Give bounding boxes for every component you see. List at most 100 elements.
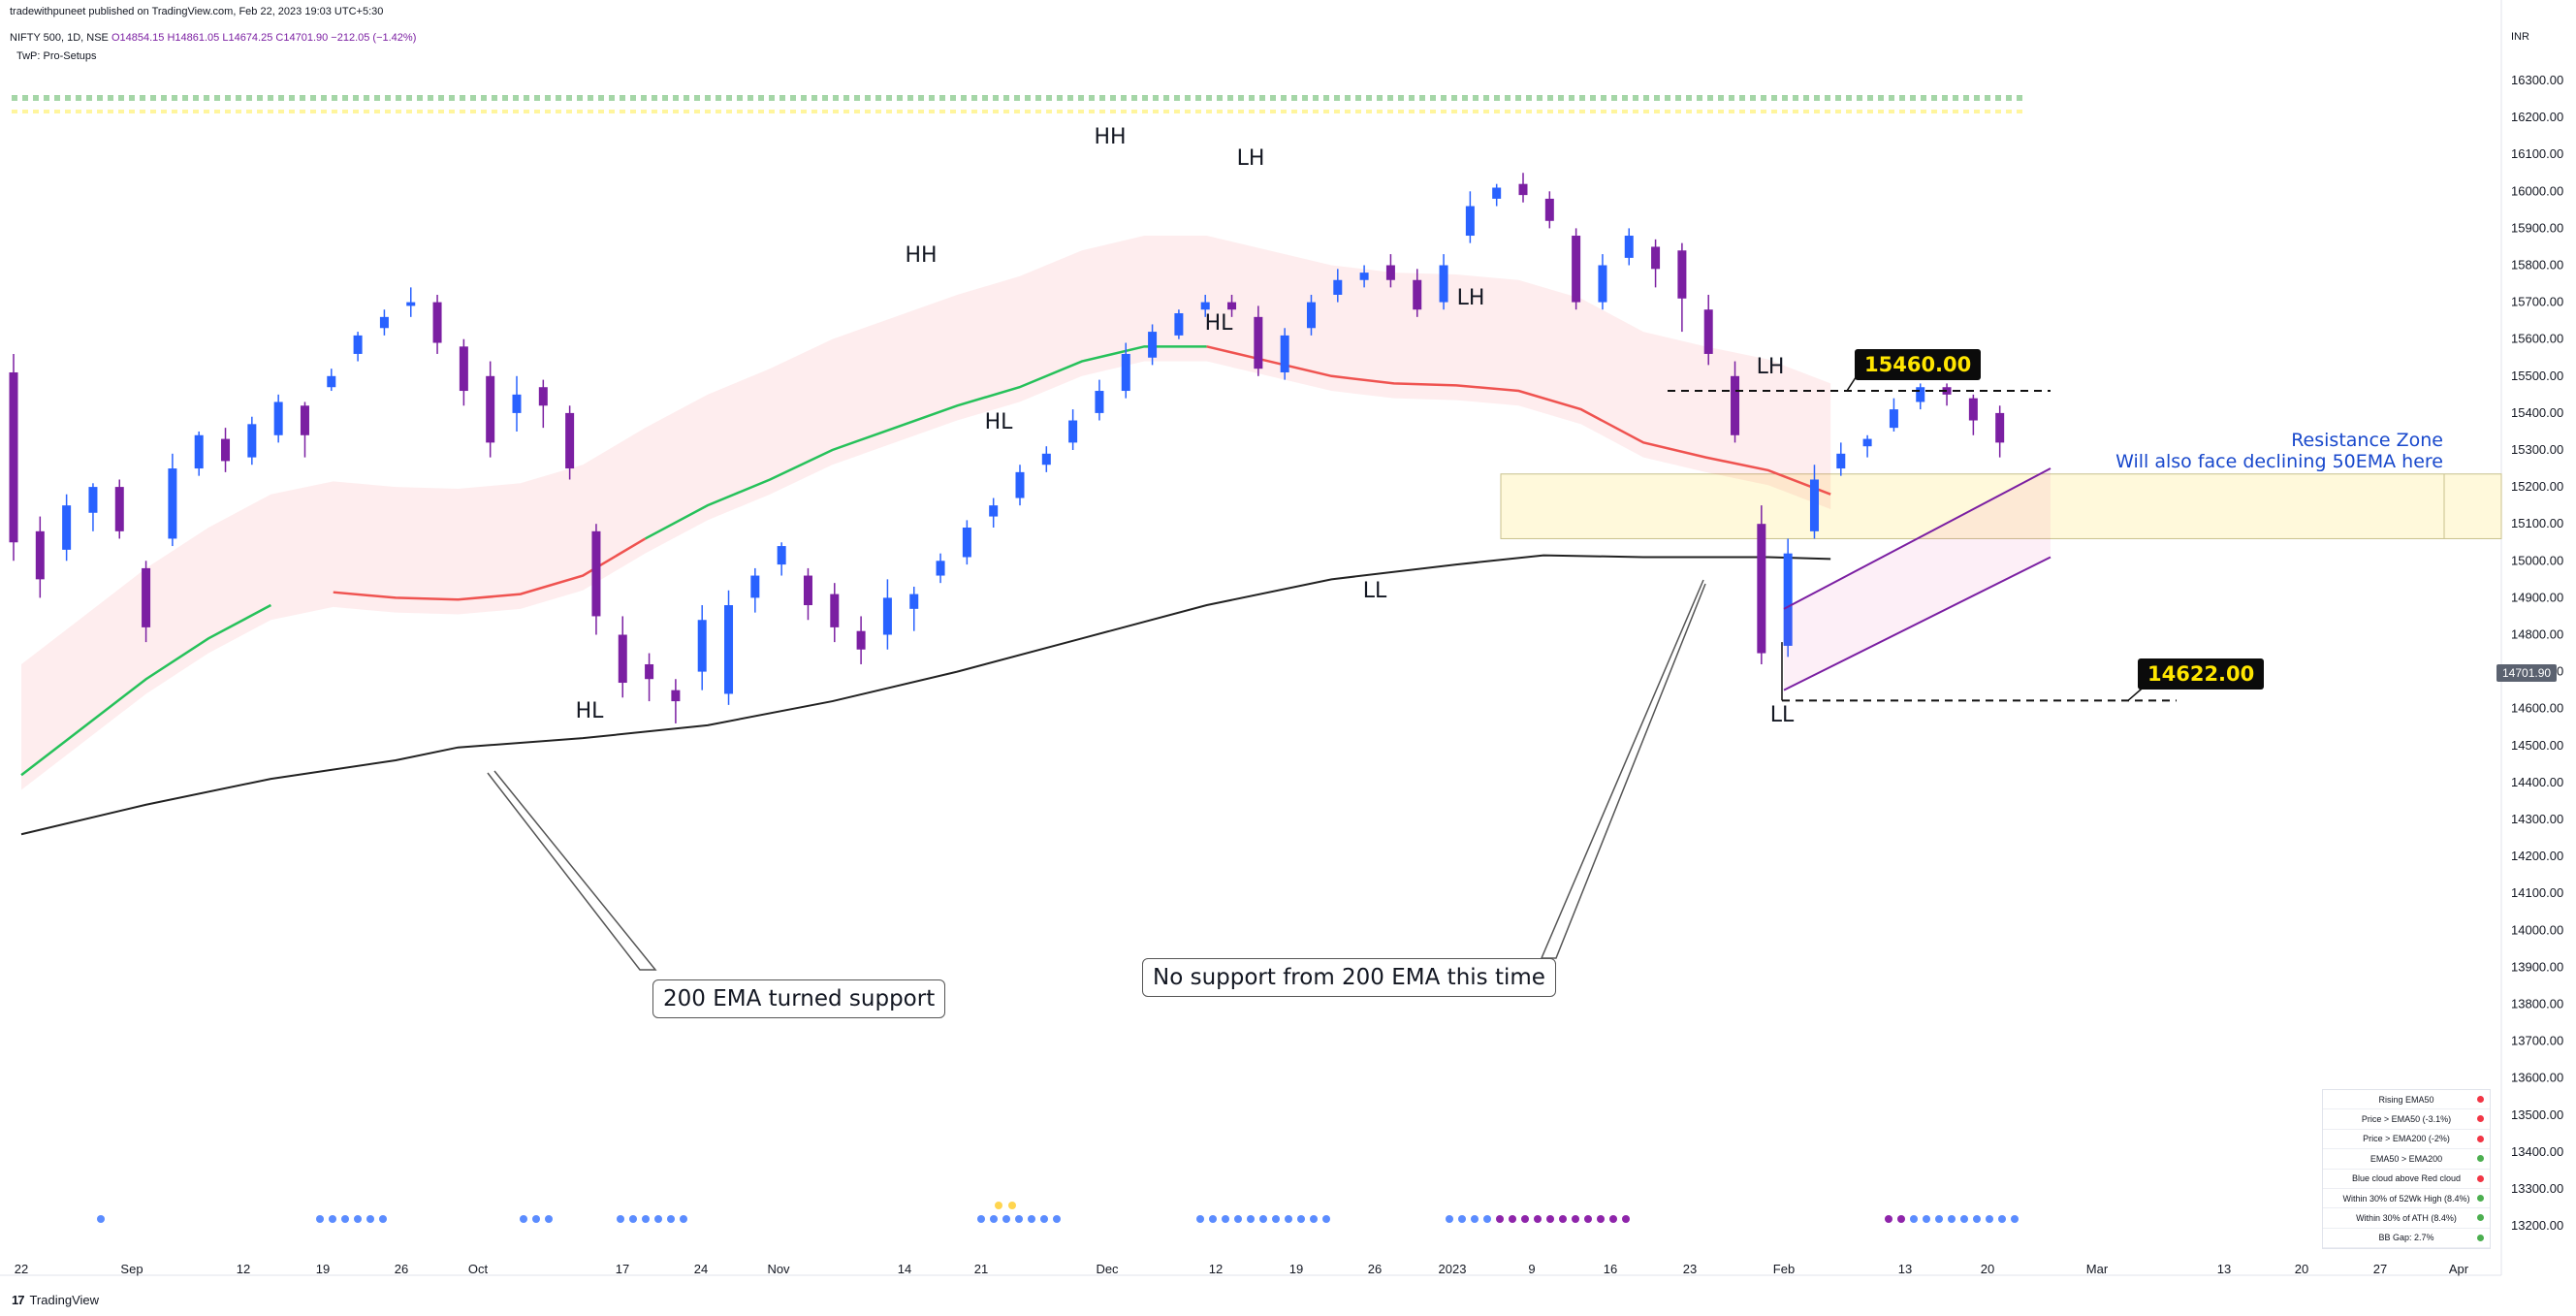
signal-dot-icon <box>1247 1215 1255 1223</box>
signal-dot-icon <box>620 95 625 101</box>
signal-dot-icon <box>1334 110 1340 113</box>
signal-dot-icon <box>1622 1215 1630 1223</box>
signal-dot-icon <box>1131 95 1137 101</box>
signal-dot-icon <box>1633 110 1638 113</box>
price-tick-label: 16200.00 <box>2511 110 2563 124</box>
signal-dot-icon <box>129 95 135 101</box>
signal-dot-icon <box>1579 110 1585 113</box>
signal-dot-icon <box>598 110 604 113</box>
signal-dot-icon <box>204 95 209 101</box>
signal-dot-icon <box>1953 95 1958 101</box>
signal-dot-icon <box>172 95 177 101</box>
signal-dot-icon <box>1099 110 1105 113</box>
signal-dot-icon <box>534 110 540 113</box>
signal-dot-icon <box>684 95 689 101</box>
signal-dot-icon <box>1377 95 1383 101</box>
signal-dot-icon <box>1579 95 1585 101</box>
signal-dot-icon <box>1885 1215 1892 1223</box>
time-tick-label: 9 <box>1528 1262 1535 1276</box>
signal-dot-icon <box>1366 95 1372 101</box>
signal-dot-icon <box>417 110 423 113</box>
candle-body <box>538 387 548 406</box>
signal-dot-icon <box>278 110 284 113</box>
signal-dot-icon <box>193 110 199 113</box>
candle-body <box>432 302 442 343</box>
callout-200ema-support: 200 EMA turned support <box>652 979 946 1018</box>
signal-dot-icon <box>790 95 796 101</box>
signal-dot-icon <box>961 110 967 113</box>
signal-dot-icon <box>961 95 967 101</box>
signal-dot-icon <box>1782 95 1788 101</box>
signal-dot-icon <box>1462 110 1468 113</box>
candle-body <box>989 505 999 517</box>
signal-dot-icon <box>1142 110 1148 113</box>
signal-dot-icon <box>1654 95 1660 101</box>
signal-dot-icon <box>1771 95 1777 101</box>
swing-label: HL <box>1205 311 1234 336</box>
signal-dot-icon <box>1025 110 1031 113</box>
signal-dot-icon <box>1515 110 1521 113</box>
candle-body <box>1333 279 1343 295</box>
signal-dot-icon <box>1259 95 1265 101</box>
signal-dot-icon <box>667 1215 675 1223</box>
signal-dot-icon <box>918 110 924 113</box>
signal-dot-icon <box>460 95 465 101</box>
signal-dot-icon <box>1584 1215 1592 1223</box>
callout-pointer <box>487 770 657 971</box>
symbol-label[interactable]: NIFTY 500, 1D, NSE <box>10 32 109 44</box>
time-tick-label: 19 <box>316 1262 330 1276</box>
signal-dot-icon <box>1110 110 1116 113</box>
signal-dot-icon <box>1793 95 1798 101</box>
price-tick-label: 15000.00 <box>2511 553 2563 567</box>
channel-upper-line <box>1783 467 2051 610</box>
signal-dot-icon <box>1931 95 1937 101</box>
candle-body <box>1518 183 1528 196</box>
signal-dot-icon <box>1196 1215 1204 1223</box>
status-label: Price > EMA50 (-3.1%) <box>2361 1114 2452 1125</box>
signal-dot-icon <box>1028 1215 1035 1223</box>
candle-body <box>1492 187 1502 199</box>
signal-dot-icon <box>2017 95 2022 101</box>
signal-dot-icon <box>1355 110 1361 113</box>
signal-dot-icon <box>65 95 71 101</box>
signal-dot-icon <box>1643 110 1649 113</box>
signal-dot-icon <box>481 110 487 113</box>
signal-dot-icon <box>694 95 700 101</box>
price-tag-upper: 15460.00 <box>1855 349 1982 380</box>
signal-dot-icon <box>1729 95 1734 101</box>
status-row: BB Gap: 2.7% <box>2323 1229 2490 1249</box>
status-dot-icon <box>2477 1115 2484 1123</box>
status-row: Price > EMA50 (-3.1%) <box>2323 1109 2490 1130</box>
indicator-legend[interactable]: TwP: Pro-Setups <box>16 50 97 62</box>
signal-dot-icon <box>790 110 796 113</box>
signal-dot-icon <box>150 110 156 113</box>
signal-dot-icon <box>1025 95 1031 101</box>
time-tick-label: 2023 <box>1439 1262 1467 1276</box>
candle-body <box>1651 246 1661 270</box>
signal-dot-icon <box>1462 95 1468 101</box>
signal-dot-icon <box>513 110 519 113</box>
signal-dot-icon <box>316 1215 324 1223</box>
candle-body <box>1703 309 1713 354</box>
price-tick-label: 13400.00 <box>2511 1144 2563 1159</box>
signal-dot-icon <box>1313 110 1319 113</box>
signal-dot-icon <box>1750 110 1756 113</box>
signal-dot-icon <box>1046 110 1052 113</box>
change-value: −212.05 (−1.42%) <box>331 32 417 44</box>
signal-dot-icon <box>1521 1215 1529 1223</box>
signal-dot-icon <box>1015 1215 1023 1223</box>
signal-dot-icon <box>385 110 391 113</box>
price-tick-label: 14500.00 <box>2511 738 2563 753</box>
signal-dot-icon <box>321 110 327 113</box>
signal-dot-icon <box>289 110 295 113</box>
price-tick-label: 13200.00 <box>2511 1218 2563 1233</box>
signal-dot-icon <box>1451 110 1457 113</box>
signal-dot-icon <box>1174 95 1180 101</box>
signal-dot-icon <box>321 95 327 101</box>
signal-dot-icon <box>1322 1215 1330 1223</box>
signal-dot-icon <box>1089 110 1095 113</box>
signal-dot-icon <box>44 95 49 101</box>
signal-dot-icon <box>1707 110 1713 113</box>
signal-dot-icon <box>534 95 540 101</box>
